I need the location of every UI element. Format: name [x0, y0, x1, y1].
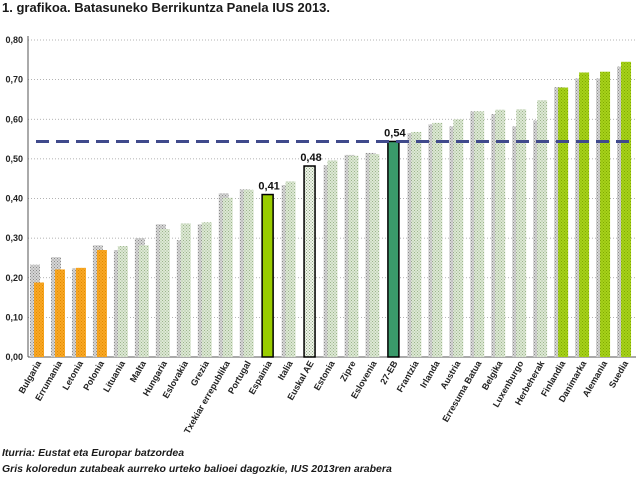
bar-ius-2013: [96, 250, 107, 357]
y-tick-label: 0,00: [5, 352, 23, 362]
y-tick-label: 0,10: [5, 312, 23, 322]
bars: [30, 61, 632, 358]
bar-ius-2013: [117, 246, 128, 357]
bar-ius-2013: [243, 189, 254, 357]
y-tick-label: 0,20: [5, 273, 23, 283]
bar-ius-2013: [432, 122, 443, 357]
y-tick-label: 0,60: [5, 114, 23, 124]
bar-ius-2013: [453, 119, 464, 357]
y-tick-label: 0,80: [5, 35, 23, 45]
bar-ius-2013: [327, 160, 338, 357]
bar-ius-2013: [558, 87, 569, 358]
y-axis: 0,00 0,10 0,20 0,30 0,40 0,50 0,60 0,70 0,80: [5, 35, 29, 362]
data-label: 0,48: [300, 152, 321, 164]
bar-ius-2013: [600, 71, 611, 357]
bar-ius-2013-highlight: [303, 165, 316, 358]
bar-ius-2013: [222, 197, 233, 357]
data-labels: 0,41 0,48 0,54: [258, 127, 406, 192]
bar-ius-2013: [369, 154, 380, 357]
bar-ius-2013: [54, 269, 65, 357]
bar-ius-2013: [75, 267, 86, 357]
x-tick-label: Malta: [128, 358, 149, 384]
source-note: Iturria: Eustat eta Europar batzordea: [2, 447, 185, 459]
x-tick-label: Grezia: [189, 358, 212, 388]
bar-ius-2013: [180, 223, 191, 357]
bar-ius-2013: [537, 100, 548, 357]
y-tick-label: 0,70: [5, 75, 23, 85]
y-tick-label: 0,30: [5, 233, 23, 243]
bar-ius-2013: [159, 229, 170, 357]
x-tick-label: Estonia: [312, 358, 337, 392]
x-tick-label: Zipre: [338, 359, 358, 383]
bar-ius-2013: [621, 61, 632, 357]
data-label: 0,54: [384, 127, 406, 139]
y-tick-label: 0,50: [5, 154, 23, 164]
bar-ius-2013-highlight: [261, 193, 274, 358]
grey-bars-note: Gris koloredun zutabeak aurreko urteko b…: [2, 463, 392, 475]
bar-ius-2013-highlight: [387, 140, 400, 358]
bar-ius-2013: [579, 72, 590, 358]
data-label: 0,41: [258, 181, 279, 193]
bar-ius-2013: [34, 282, 44, 357]
x-tick-label: 27-EB: [378, 359, 400, 387]
bar-ius-2013: [201, 222, 212, 357]
x-tick-label: Italia: [276, 358, 295, 382]
bar-ius-2013: [285, 181, 296, 357]
bar-ius-2013: [411, 131, 422, 357]
x-tick-label: Suedia: [607, 358, 631, 389]
bar-ius-2013: [495, 109, 506, 358]
bar-ius-2013: [474, 111, 485, 357]
bar-ius-2013: [138, 245, 149, 357]
chart-title: 1. grafikoa. Batasuneko Berrikuntza Pane…: [2, 0, 331, 15]
y-tick-label: 0,40: [5, 194, 23, 204]
bar-ius-2013: [348, 155, 359, 357]
bar-ius-2013: [516, 109, 527, 357]
